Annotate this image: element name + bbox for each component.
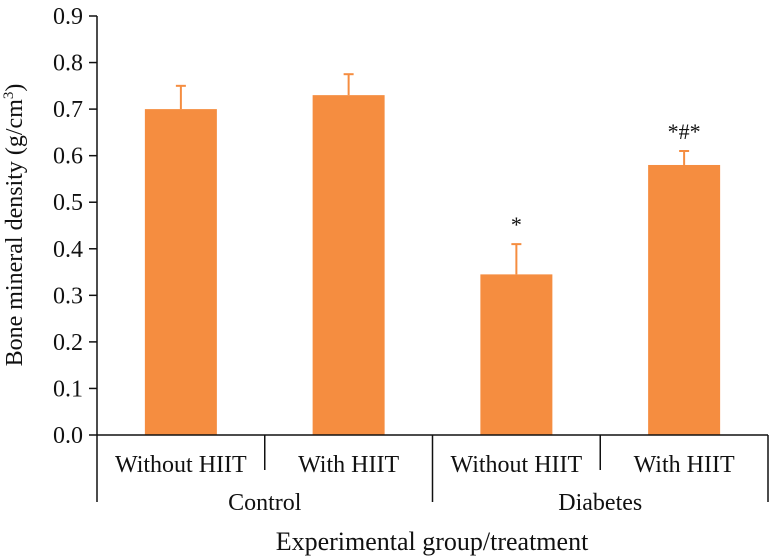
y-tick-label: 0.6: [53, 144, 83, 170]
bar: [480, 274, 553, 435]
y-tick-label: 0.0: [53, 423, 83, 449]
group-label: Control: [228, 490, 302, 516]
bar: [312, 95, 385, 436]
x-tick-label: With HIIT: [634, 452, 735, 478]
bar: [648, 164, 721, 435]
y-tick-label: 0.7: [53, 97, 83, 123]
bar: [144, 109, 217, 435]
y-tick-label: 0.8: [53, 51, 83, 77]
y-axis: 0.0 0.1 0.2 0.3 0.4 0.5 0.6 0.7 0.8 0.9: [53, 4, 98, 449]
y-axis-title: Bone mineral density (g/cm3): [1, 84, 28, 367]
x-tick-label: Without HIIT: [451, 452, 583, 478]
y-tick-label: 0.9: [53, 4, 83, 30]
x-tick-label: With HIIT: [298, 452, 399, 478]
y-tick-label: 0.5: [53, 190, 83, 216]
y-tick-label: 0.1: [53, 376, 83, 402]
y-tick-label: 0.3: [53, 283, 83, 309]
x-axis-title: Experimental group/treatment: [276, 527, 589, 556]
y-tick-label: 0.2: [53, 330, 83, 356]
x-tick-label: Without HIIT: [115, 452, 247, 478]
significance-marker: *: [511, 212, 522, 237]
y-tick-label: 0.4: [53, 237, 83, 263]
significance-marker: *#*: [668, 119, 701, 144]
x-axis: Without HIIT With HIIT Without HIIT With HI…: [96, 434, 769, 516]
bars: * *#*: [144, 73, 721, 436]
group-label: Diabetes: [558, 490, 642, 516]
